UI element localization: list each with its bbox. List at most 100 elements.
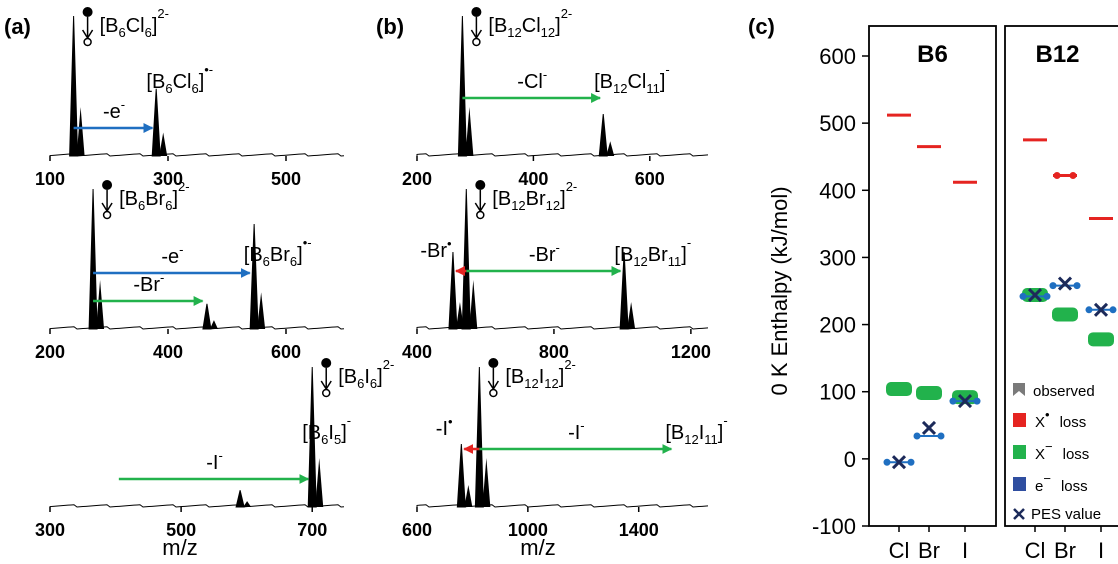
parent-label-B12Br12-m2: Br bbox=[526, 188, 546, 210]
eloss-dot-r-B6-0 bbox=[907, 458, 915, 466]
category-label-B6-2: I bbox=[962, 538, 968, 563]
subplot-frame-B12 bbox=[1004, 25, 1118, 527]
xtick-label-B12Cl12-2: 600 bbox=[635, 169, 665, 189]
peak-shoulder-B12I12-1 bbox=[464, 484, 473, 507]
peak-B12Br12-0 bbox=[461, 188, 471, 330]
spectrum-baseline-B6I6 bbox=[49, 504, 345, 508]
parent-label-B6Cl6: [B6Cl6]2- bbox=[100, 6, 169, 40]
parent-label-B6I6-s1: 6 bbox=[357, 376, 364, 391]
product-label-B6Cl6-s2: 6 bbox=[191, 81, 198, 96]
parent-label-B12I12: [B12I12]2- bbox=[505, 357, 576, 391]
panel-a-spectra: 100 300 500[B6Cl6]2-[B6Cl6]•--e-200 400 600[… bbox=[35, 6, 394, 540]
xtick-label-B6I6-1: 500 bbox=[166, 520, 196, 540]
loss-label-sup: - bbox=[580, 418, 584, 433]
precursor-icon-B12Br12 bbox=[475, 180, 486, 190]
pes-marker-B12-1 bbox=[1057, 276, 1073, 291]
parent-label-B12Cl12-s2: 12 bbox=[541, 25, 555, 40]
precursor-icon-ring-B6I6 bbox=[321, 388, 331, 398]
eloss-dot-l-B6-1 bbox=[913, 432, 921, 440]
loss-label-B12Cl12-0: -Cl- bbox=[517, 67, 547, 93]
parent-label-B12Br12-sup: 2- bbox=[566, 179, 578, 194]
xtick-label-B6Cl6-2: 500 bbox=[271, 169, 301, 189]
ytick-label-6: 500 bbox=[819, 111, 856, 136]
loss-label-text: -Cl bbox=[517, 71, 543, 93]
xtick-label-B12Cl12-1: 400 bbox=[518, 169, 548, 189]
parent-label-B12I12-m3: ] bbox=[559, 366, 565, 388]
legend-pes-label: PES value bbox=[1031, 506, 1101, 523]
eloss-dot-r-B12-2 bbox=[1109, 306, 1117, 314]
spectrum-B12Br12: 400 800 1200[B12Br12]2-[B12Br11]--Br--Br• bbox=[402, 179, 711, 362]
product-label-B12I12: [B12I11]- bbox=[665, 413, 727, 447]
loss-label-sup: - bbox=[121, 97, 125, 112]
loss-label-sup: • bbox=[447, 236, 452, 251]
product-label-B6Br6: [B6Br6]•- bbox=[244, 235, 312, 269]
parent-label-B12Cl12-sup: 2- bbox=[561, 6, 573, 21]
parent-label-B12I12-m2: I bbox=[539, 366, 545, 388]
legend-species: X bbox=[1035, 414, 1045, 431]
subplot-title-B12: B12 bbox=[1035, 41, 1079, 68]
xtick-label-B12I12-0: 600 bbox=[402, 520, 432, 540]
xanion-level-B6-0 bbox=[886, 382, 912, 397]
xtick-label-B6I6-2: 700 bbox=[297, 520, 327, 540]
category-label-B12-2: I bbox=[1098, 538, 1104, 563]
loss-label-sup: • bbox=[448, 414, 453, 429]
peak-B6I6-1 bbox=[235, 490, 245, 508]
eloss-dot-l-B12-0 bbox=[1019, 292, 1027, 300]
product-label-B12Br12-s2: 11 bbox=[668, 254, 682, 269]
loss-label-B12Br12-0: -Br- bbox=[529, 240, 560, 266]
spectrum-B6I6: 300 500 700[B6I6]2-[B6I5]--I- bbox=[35, 357, 394, 540]
ytick-label-0: -100 bbox=[812, 514, 856, 539]
product-label-B12Br12-s1: 12 bbox=[633, 254, 647, 269]
xrad-dot-a bbox=[1053, 172, 1061, 180]
panel-label-a: (a) bbox=[4, 14, 31, 39]
category-label-B12-0: Cl bbox=[1025, 538, 1046, 563]
product-label-B6Br6-m2: Br bbox=[270, 244, 290, 266]
precursor-icon-ring-B12I12 bbox=[489, 388, 498, 398]
precursor-icon-B6Br6 bbox=[102, 180, 113, 190]
peak-B12Cl12-0 bbox=[457, 15, 467, 157]
loss-label-text: -I bbox=[568, 422, 580, 444]
subplot-B6: B6 Cl Br I bbox=[868, 25, 997, 563]
parent-label-B6Cl6-s1: 6 bbox=[119, 25, 126, 40]
parent-label-B6I6-s2: 6 bbox=[370, 376, 377, 391]
xtick-label-B6Cl6-0: 100 bbox=[35, 169, 65, 189]
parent-label-B12Br12-s2: 12 bbox=[546, 198, 560, 213]
parent-label-B6I6: [B6I6]2- bbox=[338, 357, 394, 391]
product-label-B6I6-s2: 5 bbox=[334, 432, 341, 447]
product-label-B6I6: [B6I5]- bbox=[302, 413, 351, 447]
peak-shoulder-B6Br6-2 bbox=[209, 320, 218, 329]
ytick-label-4: 300 bbox=[819, 245, 856, 270]
parent-label-B6I6-m2: I bbox=[364, 366, 370, 388]
loss-label-sup: - bbox=[218, 448, 222, 463]
peak-B6Cl6-1 bbox=[151, 88, 161, 157]
peak-shoulder-B12Cl12-1 bbox=[606, 141, 615, 156]
xanion-level-B12-1 bbox=[1052, 307, 1078, 322]
parent-label-B12I12-sup: 2- bbox=[564, 357, 576, 372]
loss-label-text: -e bbox=[103, 101, 121, 123]
parent-label-B6I6-sup: 2- bbox=[383, 357, 395, 372]
loss-label-text: -e bbox=[161, 246, 179, 268]
parent-label-B6I6-main: [B bbox=[338, 366, 357, 388]
precursor-icon-ring-B12Br12 bbox=[476, 210, 485, 220]
loss-label-B6Br6-0: -e- bbox=[161, 242, 183, 268]
product-label-B12Br12-main: [B bbox=[614, 244, 633, 266]
peak-shoulder-B6I6-1 bbox=[243, 501, 252, 507]
peak-shoulder-B6Br6-0 bbox=[96, 280, 105, 329]
product-label-B12Br12-m2: Br bbox=[648, 244, 668, 266]
product-label-B12I12-s2: 11 bbox=[704, 432, 718, 447]
legend-label-1: X− loss bbox=[1035, 439, 1089, 463]
panel-label-c: (c) bbox=[748, 14, 775, 39]
spectrum-B6Br6: 200 400 600[B6Br6]2-[B6Br6]•--e--Br- bbox=[35, 179, 345, 362]
loss-label-text: -I bbox=[436, 418, 448, 440]
spectrum-B12I12: 600 1000 1400[B12I12]2-[B12I11]--I--I• bbox=[402, 357, 728, 540]
parent-label-B6Br6-m2: Br bbox=[145, 188, 165, 210]
product-label-B6Br6-s1: 6 bbox=[263, 254, 270, 269]
legend-species: e bbox=[1035, 478, 1043, 495]
product-label-B12I12-main: [B bbox=[665, 422, 684, 444]
category-label-B6-1: Br bbox=[918, 538, 940, 563]
parent-label-B12Cl12: [B12Cl12]2- bbox=[488, 6, 572, 40]
legend-label-0: X• loss bbox=[1035, 407, 1086, 431]
product-label-B12Cl12-s1: 12 bbox=[613, 81, 627, 96]
legend-swatch-1 bbox=[1013, 445, 1026, 459]
